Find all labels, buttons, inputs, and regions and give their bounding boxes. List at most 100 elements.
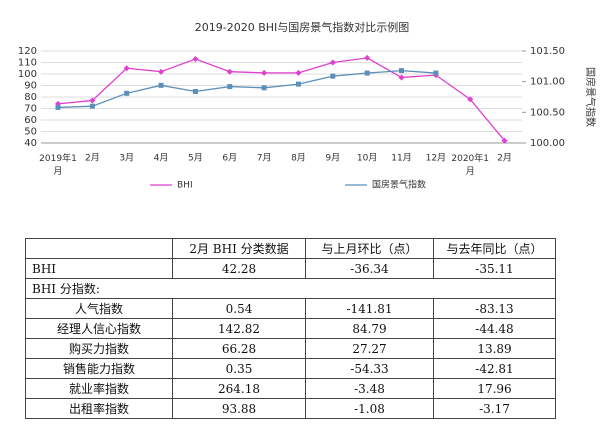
y2-axis-label: 国房景气指数 xyxy=(584,67,597,127)
y2-tick-label: 101.00 xyxy=(530,77,565,88)
table-row: 销售能力指数 0.35 -54.33 -42.81 xyxy=(25,358,556,379)
point xyxy=(501,137,508,144)
table-header: 2月 BHI 分类数据 与上月环比（点） 与去年同比（点） xyxy=(25,238,556,259)
y-tick-label: 70 xyxy=(24,104,37,115)
y-tick-label: 40 xyxy=(24,138,37,149)
point xyxy=(123,65,130,72)
table-row: 就业率指数 264.18 -3.48 17.96 xyxy=(25,378,556,399)
y2-tick-label: 101.50 xyxy=(530,46,565,57)
table-cell: 66.28 xyxy=(172,338,306,359)
table-cell: 93.88 xyxy=(172,398,306,419)
table-cell: 2月 BHI 分类数据 xyxy=(172,238,306,259)
point xyxy=(399,68,404,74)
x-tick-label: 7月 xyxy=(257,153,272,164)
table-cell: 购买力指数 xyxy=(25,338,173,359)
x-tick-label: 2月 xyxy=(85,153,100,164)
x-tick-label: 2019年1 月 xyxy=(39,152,77,177)
table-cell: 0.35 xyxy=(172,358,306,379)
table-row: BHI 42.28 -36.34 -35.11 xyxy=(25,258,556,279)
point xyxy=(158,82,164,88)
point xyxy=(261,69,268,76)
table-cell: -44.48 xyxy=(433,318,556,339)
x-tick-label: 2020年1 月 xyxy=(451,152,489,177)
x-tick-label: 6月 xyxy=(222,153,237,164)
y-tick-label: 90 xyxy=(24,81,37,92)
data-table: 2月 BHI 分类数据 与上月环比（点） 与去年同比（点） BHI 42.28 -36.3… xyxy=(25,238,556,419)
table-row: 经理人信心指数 142.82 84.79 -44.48 xyxy=(25,318,556,339)
point xyxy=(295,81,301,87)
table-cell: -42.81 xyxy=(433,358,556,379)
table-cell: -83.13 xyxy=(433,298,556,319)
point xyxy=(329,59,336,66)
series-line xyxy=(57,57,506,142)
x-tick-label: 4月 xyxy=(154,153,169,164)
table-cell: 出租率指数 xyxy=(25,398,173,419)
table-cell: 142.82 xyxy=(172,318,306,339)
point xyxy=(124,90,130,96)
table-cell: 42.28 xyxy=(172,258,306,279)
table-cell: BHI xyxy=(25,258,173,279)
x-tick-label: 11月 xyxy=(391,153,411,164)
table-cell: 销售能力指数 xyxy=(25,358,173,379)
x-tick-label: 8月 xyxy=(291,153,306,164)
point xyxy=(158,68,165,75)
table-cell xyxy=(25,238,173,259)
legend-label: BHI xyxy=(177,181,193,191)
table-cell: 与去年同比（点） xyxy=(433,238,556,259)
y-tick-label: 100 xyxy=(18,69,37,80)
table-cell: 84.79 xyxy=(305,318,434,339)
point xyxy=(295,69,302,76)
series-line xyxy=(57,69,436,109)
x-tick-label: 12月 xyxy=(426,153,446,164)
point xyxy=(192,88,198,94)
table-cell: 就业率指数 xyxy=(25,378,173,399)
point xyxy=(192,56,199,63)
point xyxy=(55,104,61,110)
x-tick-label: 3月 xyxy=(119,153,134,164)
point xyxy=(433,70,439,76)
table-cell: -36.34 xyxy=(305,258,434,279)
chart: 2019-2020 BHI与国房景气指数对比示例图 国房景气指数 4050607… xyxy=(18,20,597,191)
y-tick-label: 110 xyxy=(18,58,37,69)
point xyxy=(364,54,371,61)
table-cell: -3.48 xyxy=(305,378,434,399)
table-cell: BHI 分指数: xyxy=(25,278,556,299)
legend-label: 国房景气指数 xyxy=(372,179,426,191)
x-tick-label: 5月 xyxy=(188,153,203,164)
x-tick-label-part: 月 xyxy=(466,166,475,177)
table-cell: 264.18 xyxy=(172,378,306,399)
point xyxy=(89,97,96,104)
y-tick-label: 120 xyxy=(18,46,37,57)
x-tick-label: 2月 xyxy=(497,153,512,164)
table-cell: -3.17 xyxy=(433,398,556,419)
table-row: 人气指数 0.54 -141.81 -83.13 xyxy=(25,298,556,319)
point xyxy=(364,70,370,76)
table-cell: 13.89 xyxy=(433,338,556,359)
x-tick-label: 9月 xyxy=(325,153,340,164)
y-tick-label: 50 xyxy=(24,127,37,138)
table-cell: 经理人信心指数 xyxy=(25,318,173,339)
y2-tick-label: 100.50 xyxy=(530,107,565,118)
point xyxy=(330,73,336,79)
y2-tick-label: 100.00 xyxy=(530,138,565,149)
point xyxy=(261,85,267,91)
x-tick-label-part: 月 xyxy=(53,166,62,177)
table-cell: -54.33 xyxy=(305,358,434,379)
x-tick-label-part: 2020年1 xyxy=(451,152,489,164)
table-row: 购买力指数 66.28 27.27 13.89 xyxy=(25,338,556,359)
y-tick-label: 80 xyxy=(24,92,37,103)
y-tick-label: 60 xyxy=(24,115,37,126)
point xyxy=(467,96,474,103)
point xyxy=(227,84,233,90)
table-cell: 人气指数 xyxy=(25,298,173,319)
table-cell: -141.81 xyxy=(305,298,434,319)
x-tick-label: 10月 xyxy=(357,153,377,164)
table-row: BHI 分指数: xyxy=(25,278,556,299)
point xyxy=(89,103,95,109)
table-row: 出租率指数 93.88 -1.08 -3.17 xyxy=(25,398,556,419)
x-tick-label-part: 2019年1 xyxy=(39,152,77,164)
table-cell: -35.11 xyxy=(433,258,556,279)
chart-title: 2019-2020 BHI与国房景气指数对比示例图 xyxy=(195,20,410,34)
table-cell: 17.96 xyxy=(433,378,556,399)
